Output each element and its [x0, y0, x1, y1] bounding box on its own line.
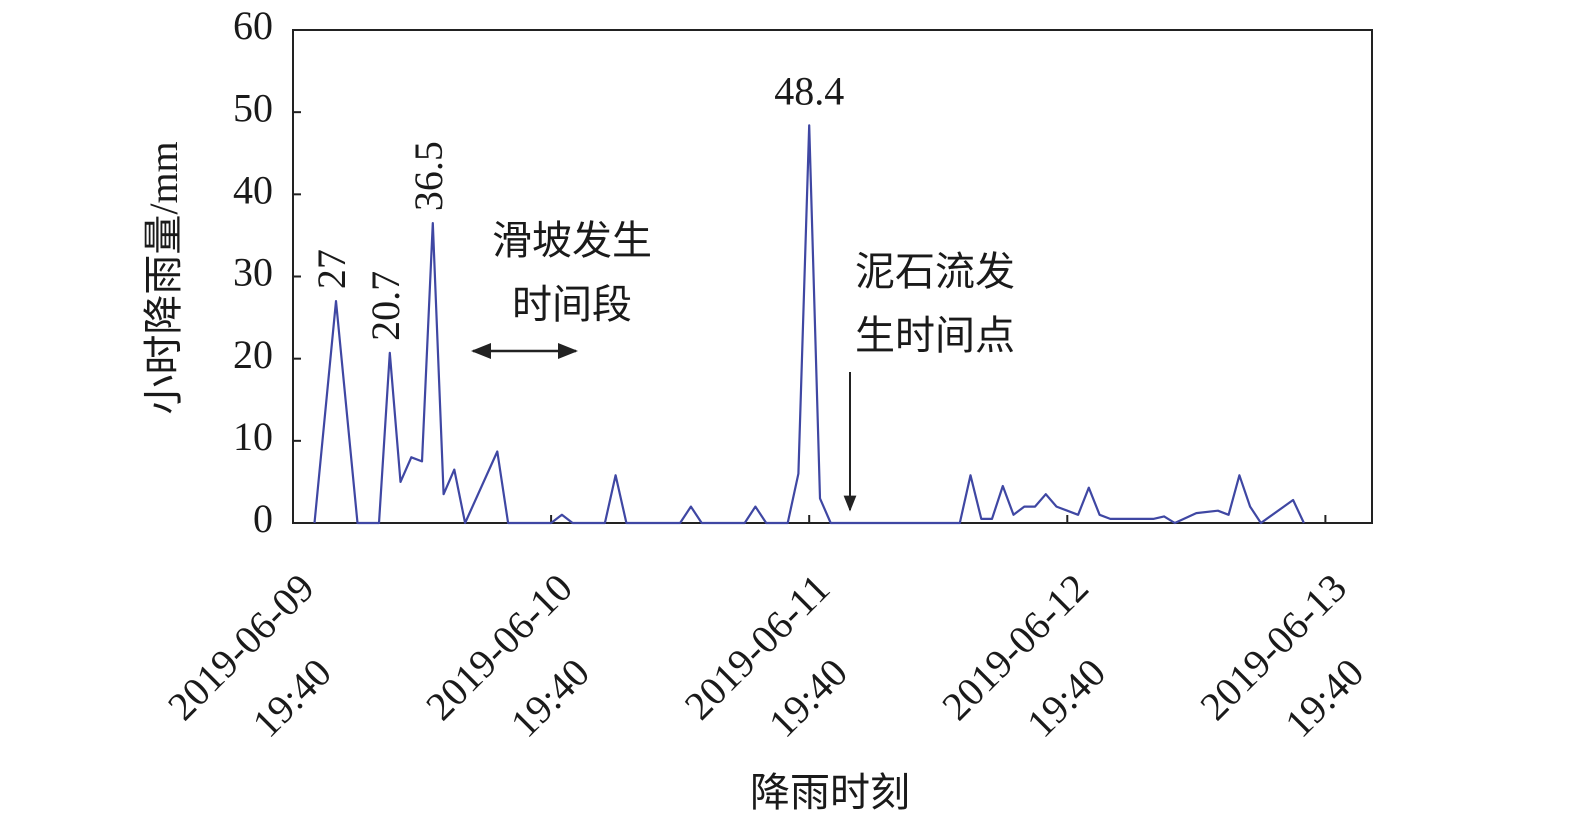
annotation: 泥石流发 [855, 249, 1015, 294]
x-tick-group: 2019-06-1219:40 [933, 565, 1148, 780]
x-axis-title: 降雨时刻 [750, 770, 910, 815]
x-tick-label: 2019-06-1219:40 [933, 565, 1148, 780]
value-label: 48.4 [774, 68, 844, 113]
y-tick-label: 0 [253, 496, 273, 541]
y-tick-label: 60 [233, 3, 273, 48]
value-label: 36.5 [406, 141, 451, 211]
x-tick-label: 2019-06-1319:40 [1191, 565, 1406, 780]
y-tick-label: 20 [233, 332, 273, 377]
x-tick-label: 2019-06-1119:40 [676, 566, 890, 780]
x-tick-label: 2019-06-1019:40 [417, 565, 632, 780]
x-tick-group: 2019-06-0919:40 [159, 565, 374, 780]
value-label: 20.7 [363, 271, 408, 341]
annotation: 生时间点 [855, 313, 1015, 358]
y-tick-label: 30 [233, 250, 273, 295]
y-tick-label: 40 [233, 168, 273, 213]
annotation: 时间段 [512, 282, 632, 327]
y-tick-label: 10 [233, 414, 273, 459]
y-tick-label: 50 [233, 85, 273, 130]
x-tick-group: 2019-06-1319:40 [1191, 565, 1406, 780]
x-tick-label: 2019-06-0919:40 [159, 565, 374, 780]
x-tick-group: 2019-06-1019:40 [417, 565, 632, 780]
value-label: 27 [309, 249, 354, 289]
annotation: 滑坡发生 [492, 218, 652, 263]
data-line [313, 124, 1305, 525]
y-axis-title: 小时降雨量/mm [141, 141, 186, 414]
x-tick-group: 2019-06-1119:40 [676, 566, 890, 780]
